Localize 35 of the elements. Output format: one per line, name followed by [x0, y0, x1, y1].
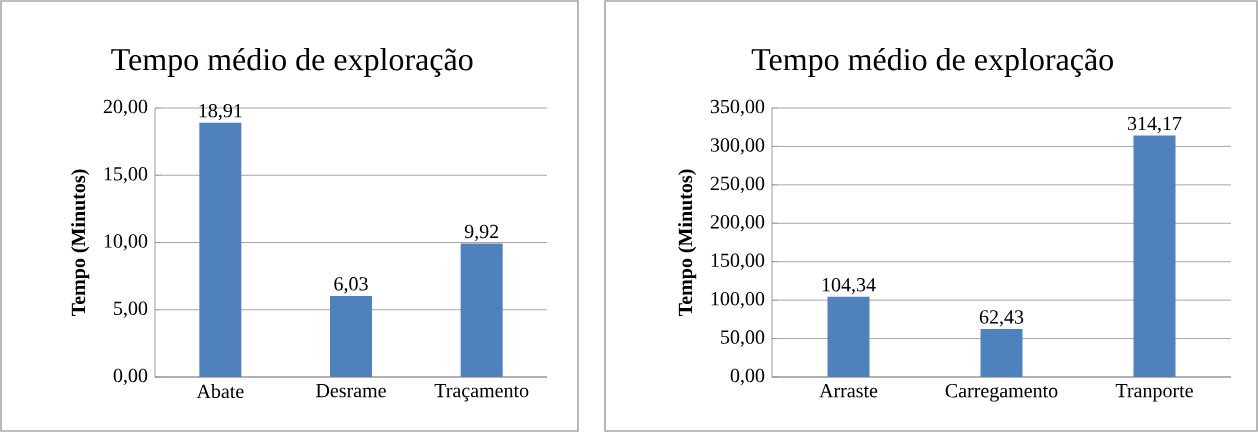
chart-title: Tempo médio de exploração	[751, 47, 1113, 77]
x-tick-label: Desrame	[316, 384, 386, 398]
data-label: 314,17	[1127, 116, 1182, 134]
bar	[1133, 135, 1176, 377]
x-tick-label: Carregamento	[945, 384, 1058, 402]
y-tick-label: 50,00	[721, 330, 765, 347]
x-tick-label: Traçamento	[434, 384, 529, 402]
bar	[460, 243, 503, 377]
y-tick-label: 100,00	[711, 291, 765, 309]
bar	[827, 296, 870, 377]
y-tick-label: 20,00	[103, 99, 148, 117]
x-tick-label: Arraste	[819, 384, 878, 398]
data-label: 104,34	[822, 278, 876, 295]
y-tick-label: 150,00	[711, 253, 765, 270]
x-tick-label: Abate	[196, 384, 244, 399]
bar	[199, 122, 242, 377]
y-tick-label: 5,00	[114, 301, 148, 318]
y-tick-label: 300,00	[710, 138, 765, 155]
y-tick-label: 200,00	[710, 215, 765, 232]
y-tick-label: 15,00	[104, 167, 148, 184]
y-axis-title: Tempo (Minutos)	[71, 169, 90, 316]
chart-title: Tempo médio de exploração	[111, 47, 473, 77]
x-tick-label: Tranporte	[1115, 384, 1193, 402]
y-tick-label: 0,00	[730, 368, 765, 386]
y-tick-label: 350,00	[710, 99, 765, 117]
y-tick-label: 10,00	[104, 234, 148, 251]
y-tick-label: 250,00	[710, 176, 765, 194]
y-axis-title: Tempo (Minutos)	[678, 169, 697, 316]
bar	[330, 295, 372, 377]
data-label: 62,43	[979, 310, 1024, 327]
bar	[980, 329, 1023, 377]
data-label: 9,92	[464, 224, 499, 242]
data-label: 18,91	[199, 103, 242, 121]
data-label: 6,03	[334, 277, 368, 294]
y-tick-label: 0,00	[113, 368, 148, 386]
